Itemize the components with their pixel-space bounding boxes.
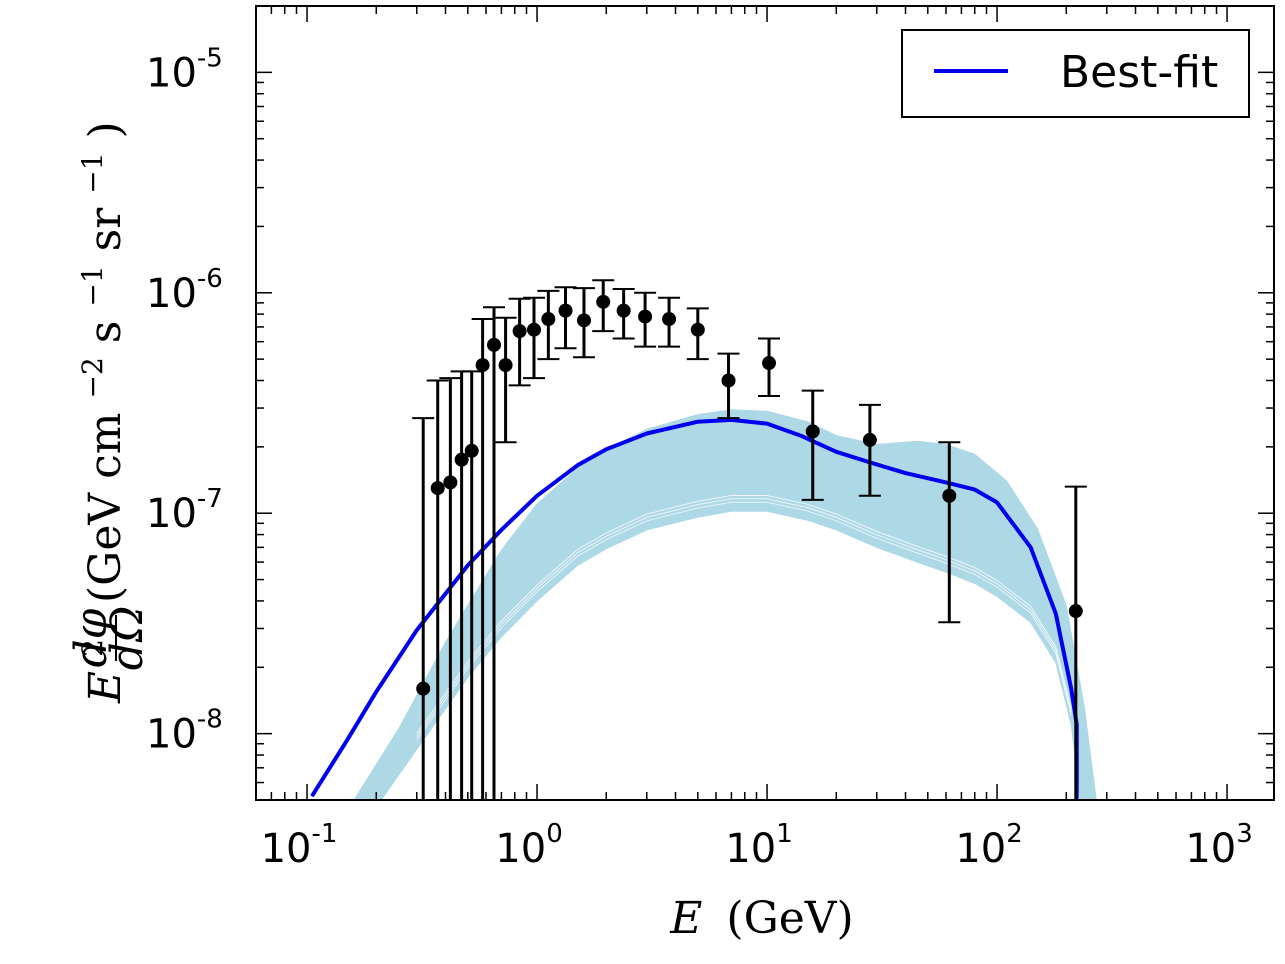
data-point bbox=[612, 288, 635, 340]
data-marker bbox=[762, 356, 777, 371]
y-axis-frac-den: dΩ bbox=[102, 606, 153, 671]
y-axis-unit-exp1: −2 bbox=[76, 357, 109, 398]
y-axis-unit-open: (GeV cm bbox=[80, 413, 131, 603]
data-marker bbox=[541, 312, 556, 327]
data-point bbox=[471, 318, 494, 800]
data-marker bbox=[416, 681, 431, 696]
x-axis-unit: (GeV) bbox=[726, 893, 853, 944]
y-axis-title: E 2 dφ dΩ (GeV cm −2 s −1 sr −1 ) bbox=[62, 121, 153, 704]
data-marker bbox=[464, 443, 479, 458]
data-point bbox=[412, 417, 435, 800]
y-tick-label: 10-7 bbox=[146, 484, 223, 537]
posterior-band bbox=[353, 409, 1097, 800]
svg-text:E 2: E 2 bbox=[76, 639, 131, 704]
y-tick-label: 10-8 bbox=[146, 705, 223, 758]
y-tick-labels: 10-8 10-7 10-6 10-5 bbox=[146, 43, 223, 757]
y-axis-prefix-sup: 2 bbox=[76, 639, 109, 657]
data-marker bbox=[526, 322, 541, 337]
data-point bbox=[686, 307, 709, 361]
data-point bbox=[439, 377, 462, 800]
data-marker bbox=[498, 358, 513, 373]
x-tick-labels: 10-1 100 101 102 103 bbox=[261, 819, 1253, 872]
data-marker bbox=[576, 313, 591, 328]
y-axis-prefix: E bbox=[80, 671, 131, 704]
posterior-band-area bbox=[353, 409, 1097, 800]
y-tick-label: 10-6 bbox=[146, 264, 223, 317]
data-point bbox=[938, 441, 961, 624]
best-fit-line bbox=[310, 417, 1079, 800]
x-tick-label: 10-1 bbox=[261, 819, 338, 872]
data-marker bbox=[558, 303, 573, 318]
data-marker bbox=[662, 312, 677, 327]
x-axis-title: E (GeV) bbox=[669, 893, 853, 944]
legend: Best-fit bbox=[901, 29, 1250, 118]
posterior-sample-line bbox=[416, 501, 1072, 741]
data-point bbox=[522, 296, 545, 380]
data-marker bbox=[454, 452, 469, 467]
data-marker bbox=[430, 481, 445, 496]
y-axis-unit-exp3: −1 bbox=[76, 152, 109, 193]
data-point bbox=[592, 279, 615, 333]
x-tick-label: 100 bbox=[495, 819, 562, 872]
y-axis-unit-exp2: −1 bbox=[76, 265, 109, 306]
data-point bbox=[801, 389, 824, 501]
legend-box bbox=[901, 29, 1250, 118]
x-tick-label: 103 bbox=[1185, 819, 1252, 872]
x-tick-label: 102 bbox=[955, 819, 1022, 872]
y-axis-unit-mid: s bbox=[80, 321, 131, 344]
data-point bbox=[508, 297, 531, 387]
data-point bbox=[426, 379, 449, 800]
y-tick-label: 10-5 bbox=[146, 43, 223, 96]
data-marker bbox=[721, 373, 736, 388]
data-marker bbox=[690, 322, 705, 337]
svg-text:(GeV cm −2 s: (GeV cm −2 s −1 sr −1 ) bbox=[62, 121, 131, 603]
best-fit-layer bbox=[310, 417, 1079, 800]
data-point bbox=[1064, 485, 1087, 800]
y-axis-unit-close: ) bbox=[80, 121, 131, 138]
data-point bbox=[658, 296, 681, 348]
data-marker bbox=[596, 294, 611, 309]
data-marker bbox=[1068, 604, 1083, 619]
data-point bbox=[717, 352, 740, 420]
data-marker bbox=[862, 432, 877, 447]
data-point bbox=[494, 316, 517, 444]
y-axis-frac-num: dφ bbox=[66, 608, 117, 667]
data-marker bbox=[475, 358, 490, 373]
posterior-sample-line bbox=[416, 495, 1072, 734]
data-marker bbox=[487, 337, 502, 352]
data-marker bbox=[638, 309, 653, 324]
x-axis-var: E bbox=[669, 893, 702, 944]
data-marker bbox=[805, 424, 820, 439]
data-points-layer bbox=[412, 279, 1087, 800]
y-axis-unit-mid2: sr bbox=[80, 207, 131, 252]
data-marker bbox=[942, 488, 957, 503]
data-point bbox=[537, 289, 560, 361]
x-tick-label: 101 bbox=[725, 819, 792, 872]
data-marker bbox=[616, 303, 631, 318]
legend-label-best-fit: Best-fit bbox=[1060, 47, 1218, 98]
data-point bbox=[554, 286, 577, 350]
data-point bbox=[634, 291, 657, 348]
posterior-sample-line bbox=[416, 498, 1072, 737]
data-point bbox=[483, 306, 506, 800]
data-marker bbox=[443, 475, 458, 490]
data-marker bbox=[512, 324, 527, 339]
data-point bbox=[460, 370, 483, 800]
data-point bbox=[572, 287, 595, 359]
data-point bbox=[858, 403, 881, 497]
axis-ticks bbox=[255, 5, 1274, 801]
plot-frame bbox=[255, 5, 1275, 801]
data-point bbox=[758, 337, 781, 398]
